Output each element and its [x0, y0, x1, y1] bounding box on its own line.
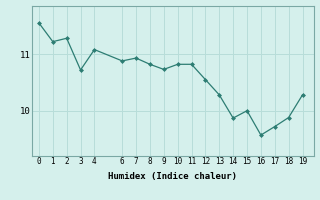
X-axis label: Humidex (Indice chaleur): Humidex (Indice chaleur) — [108, 172, 237, 181]
